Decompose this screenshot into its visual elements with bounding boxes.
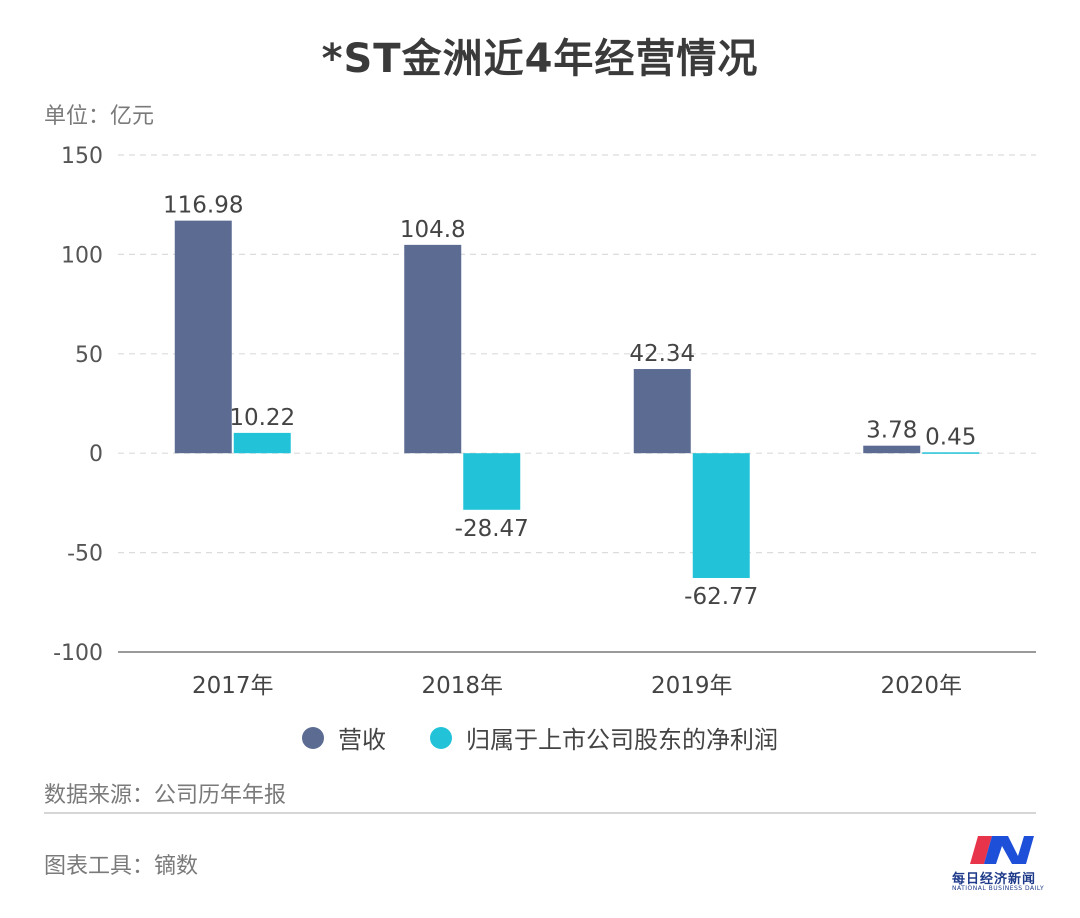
y-tick-label: 0 [89,442,103,467]
data-source-note: 数据来源：公司历年年报 [44,783,287,808]
legend-label-net-profit: 归属于上市公司股东的净利润 [466,726,778,754]
logo-red-shape [970,836,992,864]
x-tick-label: 2020年 [880,673,962,699]
y-tick-label: 50 [75,343,103,368]
chart-title: *ST金洲近4年经营情况 [321,36,759,82]
x-tick-label: 2019年 [651,673,733,699]
revenue-data-label: 104.8 [400,217,466,243]
net-profit-bar [692,453,750,578]
x-tick-label: 2017年 [192,673,274,699]
revenue-data-label: 116.98 [163,193,243,219]
x-tick-label: 2018年 [421,673,503,699]
legend: 营收 归属于上市公司股东的净利润 [0,720,1080,755]
chart-tool-note: 图表工具：镝数 [44,854,199,879]
legend-swatch-net-profit [430,726,452,749]
revenue-bar [633,369,691,454]
revenue-bar [404,244,462,454]
y-tick-label: -100 [53,641,103,666]
y-tick-label: 150 [61,144,103,169]
legend-item-revenue: 营收 [302,720,386,755]
bar-chart: 150 100 50 0 -50 -100 116.98 10.22 2017年 104.8 -28… [53,144,1036,699]
logo-subtext: NATIONAL BUSINESS DAILY [952,885,1045,892]
revenue-bar [863,445,921,454]
y-tick-label: -50 [67,542,103,567]
net-profit-data-label: -28.47 [455,516,529,542]
net-profit-data-label: 10.22 [229,405,295,431]
logo-text: 每日经济新闻 [952,872,1037,887]
net-profit-bar [463,453,521,510]
revenue-data-label: 3.78 [866,418,917,444]
nbd-logo [970,836,1034,864]
divider [44,812,1036,814]
unit-label: 单位：亿元 [44,104,155,129]
net-profit-data-label: 0.45 [925,424,976,450]
legend-item-net-profit: 归属于上市公司股东的净利润 [430,720,778,755]
revenue-data-label: 42.34 [629,341,695,367]
net-profit-bar [922,452,980,454]
net-profit-data-label: -62.77 [684,584,758,610]
legend-swatch-revenue [302,726,324,749]
revenue-bar [174,220,232,454]
logo-blue-shape [984,836,1034,864]
legend-label-revenue: 营收 [338,726,386,754]
net-profit-bar [233,432,291,454]
y-tick-label: 100 [61,243,103,268]
